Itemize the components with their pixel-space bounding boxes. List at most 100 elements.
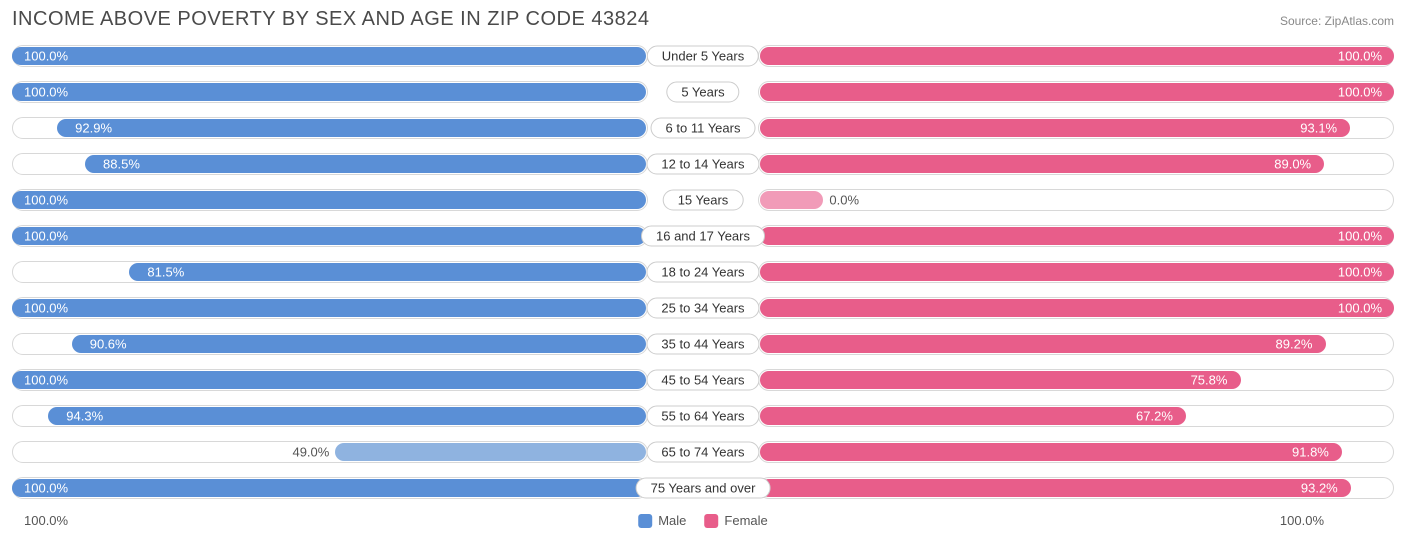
row-right-half: 100.0%: [703, 257, 1394, 287]
row-right-half: 100.0%: [703, 77, 1394, 107]
female-bar: [760, 47, 1394, 65]
row-left-half: 100.0%: [12, 365, 703, 395]
male-bar: [335, 443, 646, 461]
row-right-half: 93.1%: [703, 113, 1394, 143]
female-bar: [760, 227, 1394, 245]
female-value-label: 100.0%: [1338, 265, 1382, 280]
male-bar: [72, 335, 646, 353]
row-right-half: 93.2%: [703, 473, 1394, 503]
female-bar: [760, 479, 1351, 497]
category-label: 5 Years: [666, 82, 739, 103]
row-right-half: 89.2%: [703, 329, 1394, 359]
chart-title: INCOME ABOVE POVERTY BY SEX AND AGE IN Z…: [12, 8, 649, 31]
row-left-half: 88.5%: [12, 149, 703, 179]
chart-rows: 100.0% 100.0% Under 5 Years 100.0% 100.0% 5 Y…: [12, 41, 1394, 503]
row-left-half: 81.5%: [12, 257, 703, 287]
female-value-label: 75.8%: [1191, 373, 1228, 388]
chart-source: Source: ZipAtlas.com: [1280, 14, 1394, 28]
category-label: 25 to 34 Years: [646, 298, 759, 319]
female-value-label: 100.0%: [1338, 229, 1382, 244]
row-right-half: 67.2%: [703, 401, 1394, 431]
male-bar: [48, 407, 646, 425]
row-right-half: 100.0%: [703, 41, 1394, 71]
row-right-half: 75.8%: [703, 365, 1394, 395]
category-label: 55 to 64 Years: [646, 406, 759, 427]
row-right-half: 100.0%: [703, 293, 1394, 323]
male-value-label: 81.5%: [147, 265, 184, 280]
legend-swatch-female: [704, 514, 718, 528]
female-bar: [760, 443, 1342, 461]
row-left-half: 100.0%: [12, 185, 703, 215]
row-left-half: 100.0%: [12, 41, 703, 71]
chart-row: 90.6% 89.2% 35 to 44 Years: [12, 329, 1394, 359]
chart-row: 100.0% 75.8% 45 to 54 Years: [12, 365, 1394, 395]
male-value-label: 49.0%: [292, 445, 329, 460]
chart-row: 49.0% 91.8%65 to 74 Years: [12, 437, 1394, 467]
chart-container: INCOME ABOVE POVERTY BY SEX AND AGE IN Z…: [0, 0, 1406, 538]
female-bar: [760, 335, 1326, 353]
female-value-label: 89.2%: [1276, 337, 1313, 352]
male-value-label: 88.5%: [103, 157, 140, 172]
female-bar: [760, 299, 1394, 317]
row-left-half: 100.0%: [12, 473, 703, 503]
female-value-label: 100.0%: [1338, 49, 1382, 64]
female-value-label: 89.0%: [1274, 157, 1311, 172]
category-label: 15 Years: [663, 190, 744, 211]
category-label: 45 to 54 Years: [646, 370, 759, 391]
male-bar: [12, 299, 646, 317]
female-bar: [760, 119, 1350, 137]
chart-row: 100.0% 100.0% 5 Years: [12, 77, 1394, 107]
category-label: 65 to 74 Years: [646, 442, 759, 463]
female-bar: [760, 407, 1186, 425]
row-left-half: 92.9%: [12, 113, 703, 143]
male-bar: [57, 119, 646, 137]
male-value-label: 100.0%: [24, 301, 68, 316]
female-value-label: 100.0%: [1338, 85, 1382, 100]
category-label: 75 Years and over: [636, 478, 771, 499]
female-value-label: 67.2%: [1136, 409, 1173, 424]
female-bar: [760, 371, 1241, 389]
legend-label-female: Female: [724, 513, 767, 528]
category-label: 6 to 11 Years: [651, 118, 756, 139]
category-label: Under 5 Years: [647, 46, 759, 67]
legend-swatch-male: [638, 514, 652, 528]
category-label: 35 to 44 Years: [646, 334, 759, 355]
row-left-half: 100.0%: [12, 293, 703, 323]
category-label: 16 and 17 Years: [641, 226, 765, 247]
female-value-label: 0.0%: [829, 193, 859, 208]
row-right-half: 89.0%: [703, 149, 1394, 179]
row-left-half: 94.3%: [12, 401, 703, 431]
female-value-label: 100.0%: [1338, 301, 1382, 316]
chart-row: 100.0% 100.0% Under 5 Years: [12, 41, 1394, 71]
male-value-label: 100.0%: [24, 85, 68, 100]
row-right-half: 100.0%: [703, 221, 1394, 251]
chart-header: INCOME ABOVE POVERTY BY SEX AND AGE IN Z…: [12, 8, 1394, 31]
row-left-half: 100.0%: [12, 77, 703, 107]
category-label: 12 to 14 Years: [646, 154, 759, 175]
female-value-label: 93.2%: [1301, 481, 1338, 496]
female-bar: [760, 191, 823, 209]
row-right-half: 91.8%: [703, 437, 1394, 467]
male-bar: [12, 191, 646, 209]
chart-axis: 100.0% Male Female 100.0%: [12, 509, 1394, 528]
female-value-label: 93.1%: [1300, 121, 1337, 136]
male-value-label: 100.0%: [24, 481, 68, 496]
chart-row: 88.5% 89.0% 12 to 14 Years: [12, 149, 1394, 179]
chart-row: 81.5% 100.0% 18 to 24 Years: [12, 257, 1394, 287]
category-label: 18 to 24 Years: [646, 262, 759, 283]
male-value-label: 90.6%: [90, 337, 127, 352]
male-bar: [12, 47, 646, 65]
chart-row: 100.0% 100.0% 16 and 17 Years: [12, 221, 1394, 251]
row-left-half: 90.6%: [12, 329, 703, 359]
chart-row: 92.9% 93.1% 6 to 11 Years: [12, 113, 1394, 143]
male-value-label: 100.0%: [24, 49, 68, 64]
male-value-label: 100.0%: [24, 193, 68, 208]
male-bar: [129, 263, 646, 281]
chart-row: 94.3% 67.2% 55 to 64 Years: [12, 401, 1394, 431]
male-bar: [85, 155, 646, 173]
chart-row: 100.0% 100.0% 25 to 34 Years: [12, 293, 1394, 323]
male-value-label: 100.0%: [24, 229, 68, 244]
male-bar: [12, 371, 646, 389]
legend-item-male: Male: [638, 513, 686, 528]
row-left-half: 100.0%: [12, 221, 703, 251]
